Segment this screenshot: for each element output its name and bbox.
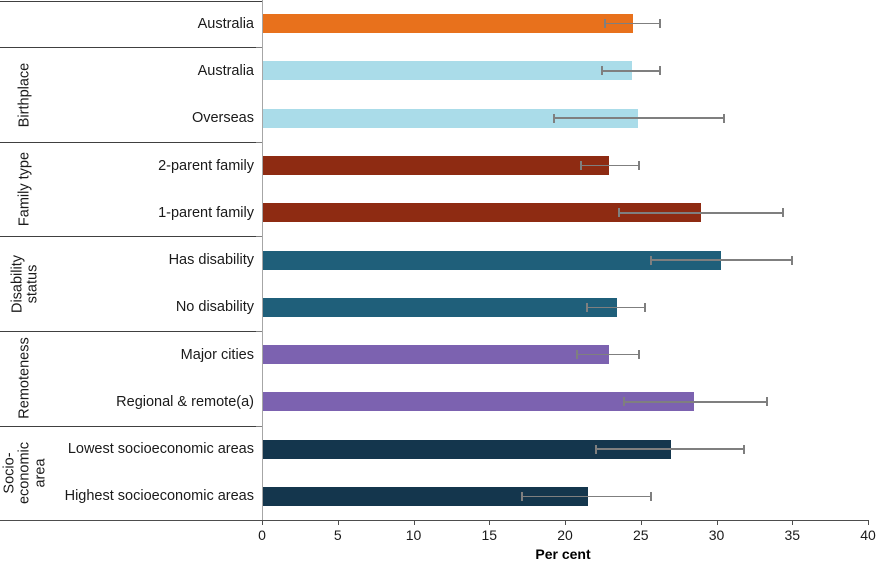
error-bar-cap-low	[595, 444, 598, 454]
error-bar-cap-high	[765, 397, 768, 407]
error-bar-cap-low	[622, 397, 625, 407]
group-label: Socio- economic area	[0, 441, 48, 504]
error-bar	[595, 448, 744, 450]
error-bar	[649, 259, 793, 261]
x-axis-tick	[716, 521, 718, 525]
error-bar	[552, 117, 725, 119]
category-label: Has disability	[168, 252, 254, 268]
group-divider	[0, 425, 262, 427]
label-area-top-border	[0, 1, 262, 2]
error-bar	[618, 212, 784, 214]
error-bar-cap-low	[586, 302, 589, 312]
error-bar-cap-high	[723, 113, 726, 123]
error-bar-cap-high	[644, 302, 647, 312]
category-label: Australia	[197, 15, 254, 32]
error-bar-cap-high	[638, 161, 641, 170]
x-axis-tick	[792, 521, 794, 525]
error-bar-cap-low	[649, 255, 652, 265]
x-axis-line	[0, 520, 869, 521]
x-axis-tick	[489, 521, 491, 525]
error-bar	[601, 70, 661, 72]
y-axis-group-tick	[256, 236, 262, 238]
error-bar	[604, 22, 661, 25]
x-tick-label: 30	[708, 527, 725, 543]
bar	[263, 61, 632, 81]
x-axis-tick	[640, 521, 642, 525]
error-bar-cap-high	[650, 491, 653, 501]
group-label: Disability status	[8, 254, 40, 313]
x-axis-tick	[262, 521, 263, 525]
x-tick-label: 35	[784, 527, 801, 543]
bar	[263, 486, 588, 506]
error-bar-cap-low	[521, 491, 524, 501]
category-label: Lowest socioeconomic areas	[67, 441, 254, 458]
x-tick-label: 0	[258, 527, 266, 543]
group-divider	[0, 236, 262, 238]
y-axis-group-tick	[256, 141, 262, 143]
x-axis-title: Per cent	[535, 546, 591, 562]
category-label: Overseas	[191, 110, 254, 127]
group-divider	[0, 141, 262, 143]
error-bar-cap-low	[604, 19, 607, 29]
bar	[263, 345, 609, 364]
bar	[263, 439, 671, 459]
category-label: No disability	[175, 299, 254, 316]
error-bar-cap-high	[742, 444, 745, 454]
bar	[263, 250, 721, 270]
x-axis-tick	[337, 521, 339, 525]
error-bar-cap-high	[638, 350, 641, 359]
y-axis-group-tick	[256, 330, 262, 332]
x-tick-label: 5	[333, 527, 342, 543]
bar	[263, 297, 617, 317]
group-label: Remoteness	[16, 337, 33, 419]
error-bar-cap-high	[659, 66, 662, 76]
category-label: 1-parent family	[158, 204, 254, 221]
x-tick-label: 25	[633, 527, 649, 543]
error-bar-cap-low	[580, 161, 583, 170]
group-label: Family type	[16, 152, 33, 227]
error-bar-cap-high	[659, 19, 662, 29]
error-bar	[586, 306, 646, 308]
error-bar-cap-high	[791, 255, 794, 265]
category-label: Major cities	[180, 346, 254, 363]
bar	[263, 108, 638, 128]
x-axis-tick	[565, 521, 566, 525]
x-tick-label: 20	[557, 527, 573, 543]
group-label: Birthplace	[16, 62, 33, 127]
error-bar	[575, 353, 640, 356]
error-bar	[521, 495, 652, 498]
category-label: Regional & remote(a)	[116, 393, 254, 410]
y-axis-group-tick	[256, 425, 262, 427]
error-bar	[580, 164, 640, 167]
error-bar-cap-high	[782, 208, 785, 218]
x-tick-label: 10	[405, 527, 422, 543]
x-axis-tick	[413, 521, 415, 525]
group-divider	[0, 330, 262, 332]
error-bar	[622, 401, 767, 403]
bar	[263, 14, 634, 34]
error-bar-cap-low	[552, 113, 555, 123]
group-divider	[0, 47, 262, 49]
error-bar-cap-low	[601, 66, 604, 76]
y-axis-group-tick	[256, 47, 262, 49]
bar	[263, 156, 609, 175]
x-axis-tick	[868, 521, 869, 525]
bar	[263, 203, 702, 223]
error-bar-cap-low	[618, 208, 620, 218]
y-axis-line	[262, 0, 263, 524]
category-label: 2-parent family	[158, 157, 254, 174]
x-tick-label: 40	[860, 527, 876, 543]
x-tick-label: 15	[481, 527, 498, 543]
error-bar-cap-low	[575, 350, 578, 359]
bar	[263, 392, 694, 412]
category-label: Highest socioeconomic areas	[64, 488, 254, 505]
category-label: Australia	[197, 62, 254, 79]
